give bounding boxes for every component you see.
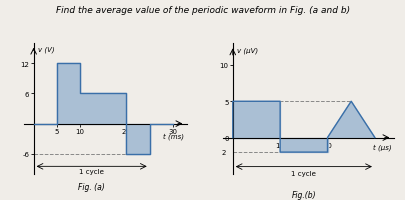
Text: t (ms): t (ms) <box>163 133 184 140</box>
Polygon shape <box>80 94 126 124</box>
Text: 1 cycle: 1 cycle <box>291 170 315 176</box>
Text: v (μV): v (μV) <box>236 48 257 54</box>
Text: Find the average value of the periodic waveform in Fig. (a and b): Find the average value of the periodic w… <box>56 6 349 15</box>
Text: Fig. (a): Fig. (a) <box>78 182 105 191</box>
Polygon shape <box>327 102 374 138</box>
Text: t (μs): t (μs) <box>372 144 390 150</box>
Text: Fig.(b): Fig.(b) <box>291 190 315 199</box>
Polygon shape <box>126 124 149 154</box>
Polygon shape <box>232 102 279 138</box>
Text: 1 cycle: 1 cycle <box>79 168 104 174</box>
Text: 2: 2 <box>221 149 225 155</box>
Text: v (V): v (V) <box>38 46 55 53</box>
Polygon shape <box>279 138 327 152</box>
Polygon shape <box>57 64 80 124</box>
